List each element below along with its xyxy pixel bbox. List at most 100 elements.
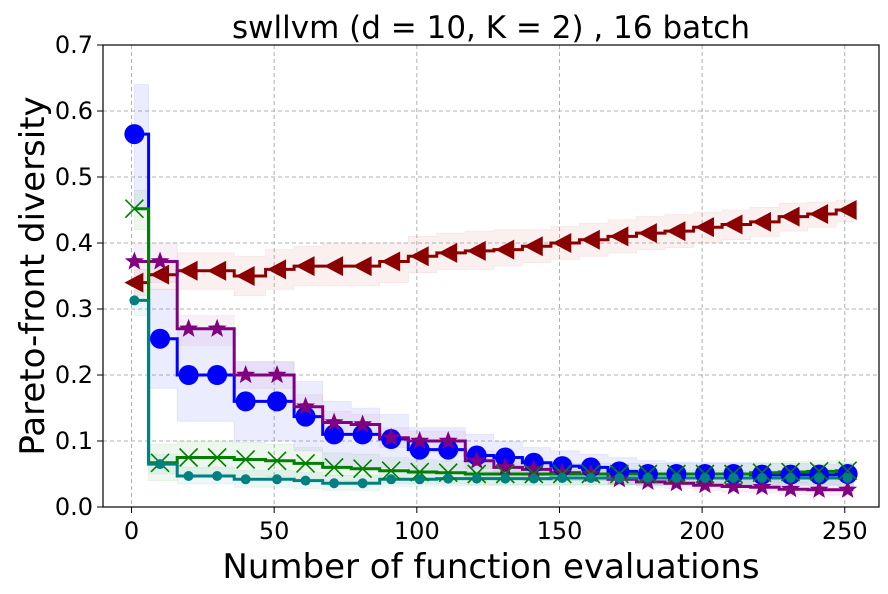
data-point	[752, 211, 772, 232]
data-point	[324, 457, 344, 477]
data-point	[300, 475, 311, 486]
data-point	[178, 260, 198, 281]
data-point	[409, 439, 430, 460]
axis-ticks: 0 50 100 150 200 250 0.0 0.1 0.2 0.3 0.4 0.5 0.6 0.7	[55, 31, 868, 545]
y-tick-label: 0.2	[55, 361, 93, 389]
data-point	[207, 260, 227, 281]
y-tick-label: 0.0	[55, 493, 93, 521]
data-point	[124, 251, 144, 270]
x-tick-label: 0	[124, 517, 139, 545]
data-point	[272, 474, 283, 485]
data-point	[838, 461, 858, 481]
data-point	[386, 474, 397, 485]
x-tick-label: 150	[537, 517, 583, 545]
data-point	[267, 259, 287, 280]
data-point	[443, 473, 454, 484]
chart-title: swllvm (d = 10, K = 2) , 16 batch	[232, 10, 750, 46]
data-point	[324, 412, 344, 431]
data-point	[495, 239, 515, 260]
data-point	[267, 365, 287, 384]
x-tick-label: 200	[679, 517, 725, 545]
data-point	[523, 236, 543, 257]
data-point	[124, 272, 144, 293]
data-point	[723, 214, 743, 235]
data-point	[295, 406, 316, 427]
data-point	[179, 318, 199, 337]
data-point	[438, 431, 458, 450]
data-point	[329, 478, 340, 489]
x-tick-label: 100	[394, 517, 440, 545]
data-point	[129, 295, 140, 306]
y-tick-label: 0.3	[55, 295, 93, 323]
data-point	[353, 414, 373, 433]
data-point	[728, 472, 739, 483]
data-point	[150, 328, 171, 349]
data-point	[695, 475, 715, 494]
plot-frame	[102, 44, 880, 508]
data-point	[414, 474, 425, 485]
data-point	[212, 470, 223, 481]
y-tick-label: 0.1	[55, 427, 93, 455]
data-point	[295, 453, 316, 474]
data-point	[814, 472, 825, 483]
data-point	[207, 318, 227, 337]
data-point	[352, 256, 372, 277]
data-point	[552, 233, 572, 253]
data-point	[381, 461, 401, 481]
y-tick-label: 0.6	[55, 97, 93, 125]
data-point	[809, 479, 829, 498]
series-markers	[124, 124, 858, 498]
data-point	[235, 266, 255, 286]
data-point	[207, 365, 228, 385]
data-point	[528, 473, 539, 484]
data-point	[466, 240, 486, 261]
data-point	[809, 461, 829, 481]
data-point	[780, 462, 801, 482]
data-point	[785, 472, 796, 483]
data-point	[357, 478, 368, 489]
data-point	[438, 463, 458, 483]
data-point	[324, 256, 344, 277]
data-point	[267, 391, 288, 412]
data-point	[352, 424, 373, 445]
series-line	[134, 208, 854, 285]
confidence-band	[134, 199, 854, 297]
data-point	[235, 391, 256, 412]
data-point	[752, 463, 772, 483]
confidence-bands	[134, 84, 854, 496]
x-axis-label: Number of function evaluations	[222, 547, 759, 587]
data-point	[381, 251, 401, 272]
data-point	[124, 124, 145, 145]
data-point	[150, 264, 170, 285]
data-point	[236, 365, 256, 384]
data-point	[240, 474, 251, 485]
data-point	[637, 223, 657, 244]
data-point	[438, 242, 458, 263]
data-point	[694, 217, 714, 238]
data-point	[781, 479, 801, 498]
data-point	[124, 199, 144, 219]
y-tick-label: 0.7	[55, 31, 93, 59]
data-point	[438, 439, 459, 460]
data-point	[585, 472, 596, 483]
data-point	[752, 477, 772, 496]
confidence-band	[134, 288, 854, 491]
data-point	[495, 457, 515, 476]
data-point	[500, 473, 511, 484]
data-point	[699, 472, 710, 483]
data-point	[557, 472, 568, 483]
y-axis-label: Pareto-front diversity	[13, 96, 53, 455]
data-point	[295, 256, 315, 277]
data-point	[580, 229, 600, 250]
x-tick-label: 250	[822, 517, 868, 545]
data-point	[471, 473, 482, 484]
data-point	[837, 200, 857, 220]
data-point	[178, 365, 199, 385]
data-point	[410, 431, 430, 450]
data-point	[296, 396, 316, 415]
data-point	[842, 472, 853, 483]
data-point	[666, 221, 686, 242]
data-point	[614, 472, 625, 483]
data-point	[642, 472, 653, 483]
y-tick-label: 0.4	[55, 229, 93, 257]
